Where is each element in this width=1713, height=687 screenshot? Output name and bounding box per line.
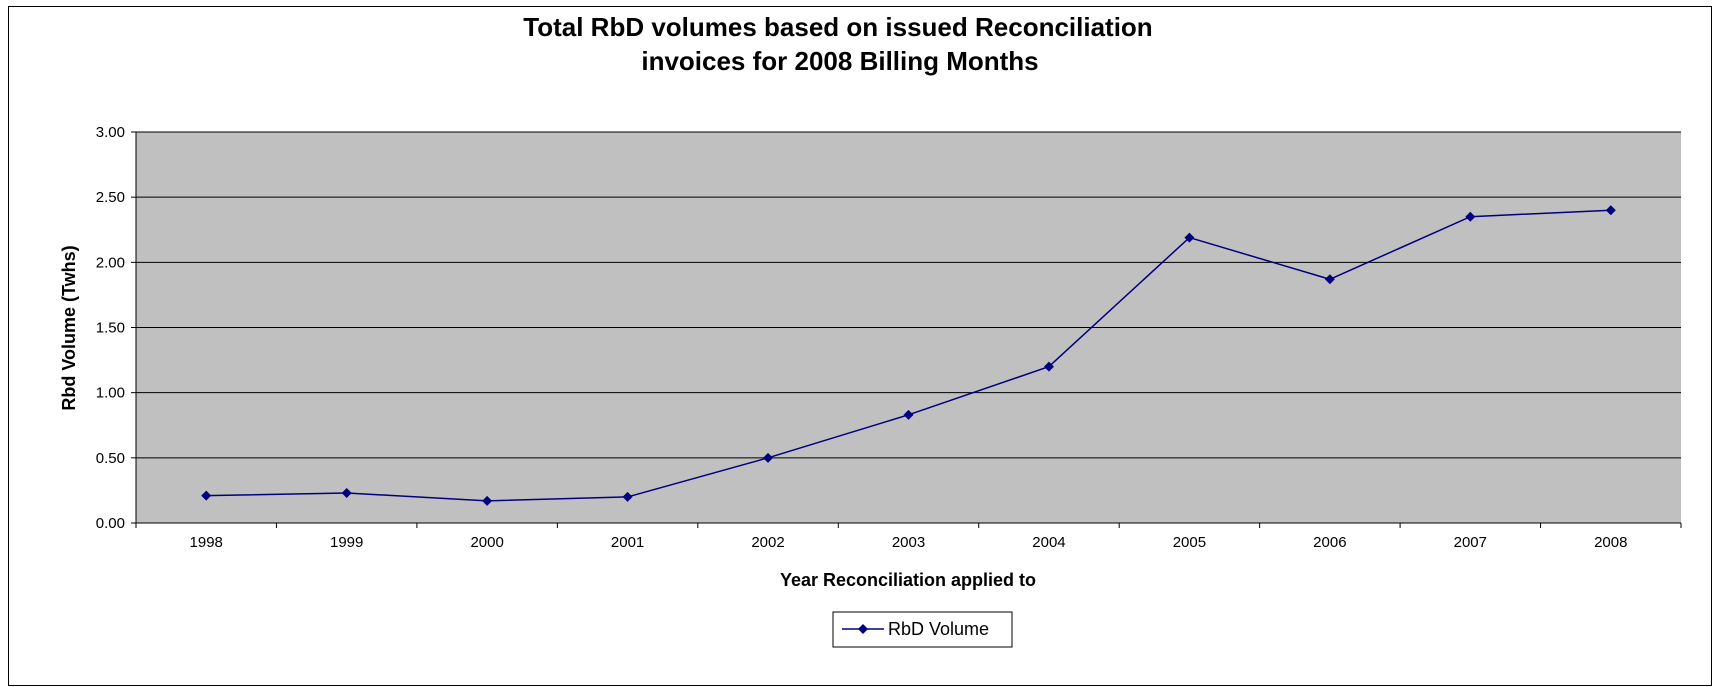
x-tick-label: 2001 [611, 534, 644, 551]
x-tick-labels: 1998 1999 2000 2001 2002 2003 2004 2005 2006 2007… [190, 534, 1628, 551]
x-tick-label: 2005 [1173, 534, 1206, 551]
data-point-marker [482, 495, 493, 506]
data-point-marker [1465, 211, 1476, 222]
data-point-marker [1184, 232, 1195, 243]
data-point-marker [1324, 274, 1335, 285]
y-tick-label: 2.50 [96, 189, 125, 206]
x-tick-label: 1998 [190, 534, 223, 551]
y-tick-label: 0.50 [96, 450, 125, 467]
y-tick-label: 1.00 [96, 385, 125, 402]
legend-marker-swatch [858, 624, 868, 634]
chart-title-line-2: invoices for 2008 Billing Months [641, 46, 1038, 76]
x-axis-title: Year Reconciliation applied to [780, 570, 1036, 590]
axes [131, 131, 1682, 528]
legend: RbD Volume [832, 611, 1013, 648]
x-tick-label: 2008 [1594, 534, 1627, 551]
x-tick-label: 2007 [1454, 534, 1487, 551]
data-point-marker [1605, 205, 1616, 216]
data-point-marker [622, 491, 633, 502]
y-tick-labels: 0.00 0.50 1.00 1.50 2.00 2.50 3.00 [96, 124, 125, 532]
x-tick-label: 2000 [470, 534, 503, 551]
y-tick-label: 0.00 [96, 515, 125, 532]
chart-title-line-1: Total RbD volumes based on issued Reconc… [523, 12, 1152, 42]
data-point-marker [1043, 361, 1054, 372]
y-tick-label: 1.50 [96, 320, 125, 337]
data-point-marker [763, 452, 774, 463]
data-point-marker [903, 409, 914, 420]
data-point-marker [201, 490, 212, 501]
y-tick-label: 3.00 [96, 124, 125, 141]
x-tick-label: 2002 [751, 534, 784, 551]
data-point-marker [341, 488, 352, 499]
legend-label: RbD Volume [888, 619, 989, 639]
series-rbd-volume [201, 205, 1616, 506]
x-tick-label: 2003 [892, 534, 925, 551]
x-tick-label: 2006 [1313, 534, 1346, 551]
y-tick-label: 2.00 [96, 254, 125, 271]
gridlines [136, 131, 1681, 459]
x-tick-label: 2004 [1032, 534, 1065, 551]
y-axis-title: Rbd Volume (Twhs) [59, 245, 79, 410]
x-tick-label: 1999 [330, 534, 363, 551]
